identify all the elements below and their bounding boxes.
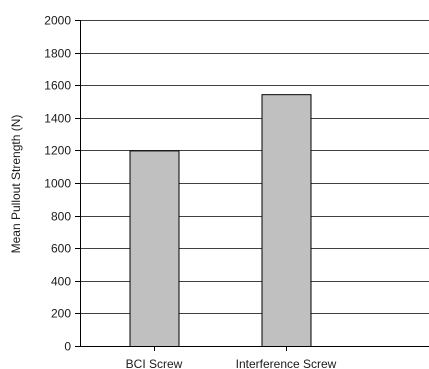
y-tick-label: 2000 (44, 14, 71, 28)
y-tick-label: 1000 (44, 177, 71, 191)
y-tick-label: 0 (64, 340, 71, 354)
y-tick-label: 200 (51, 307, 71, 321)
bar-bci-screw (129, 150, 180, 347)
x-category-label: BCI Screw (126, 357, 183, 369)
y-tick-label: 1800 (44, 47, 71, 61)
tick-labels: 0 200 400 600 800 1000 1200 1400 1600 1800 2000 BCI… (44, 14, 336, 369)
axes (75, 20, 429, 351)
y-tick-label: 1200 (44, 144, 71, 158)
bars (129, 94, 312, 348)
y-tick-label: 800 (51, 210, 71, 224)
y-tick-label: 400 (51, 275, 71, 289)
bar-interference-screw (261, 94, 312, 348)
y-tick-label: 600 (51, 242, 71, 256)
y-tick-label: 1600 (44, 79, 71, 93)
y-axis-title: Mean Pullout Strength (N) (9, 115, 23, 254)
y-tick-label: 1400 (44, 112, 71, 126)
x-category-label: Interference Screw (236, 357, 337, 369)
